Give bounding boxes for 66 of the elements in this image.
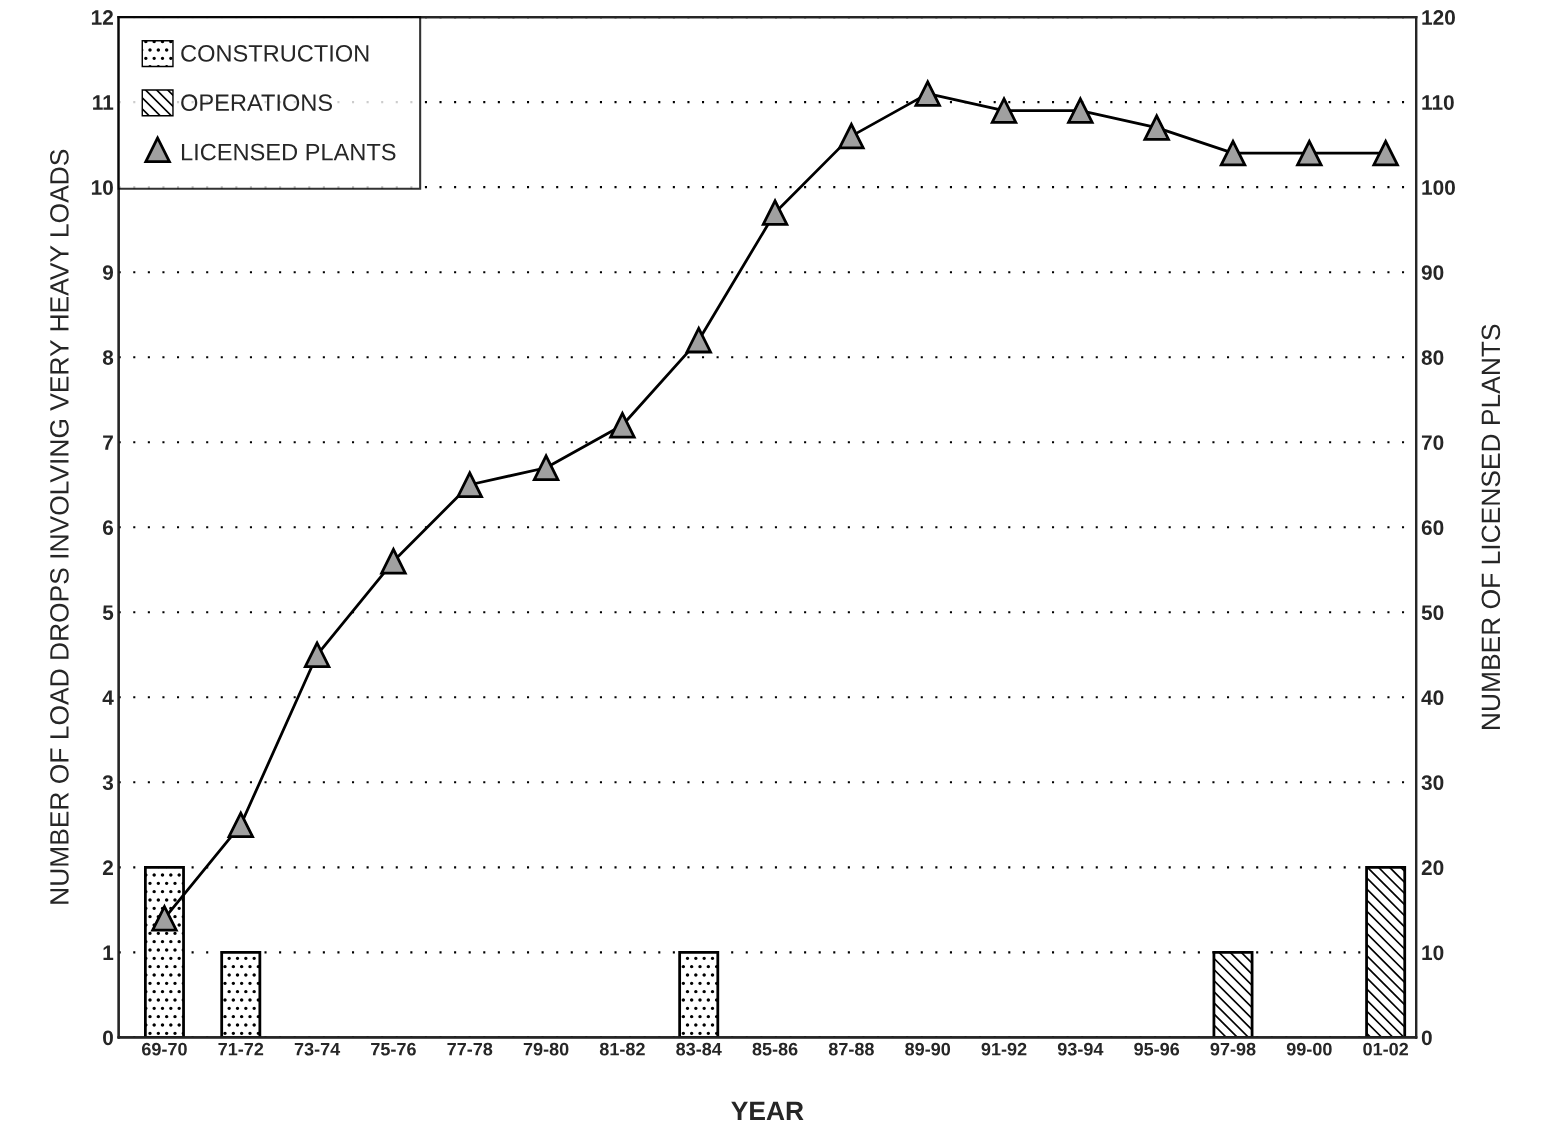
y2-tick-label: 70 bbox=[1421, 435, 1444, 450]
point bbox=[227, 811, 254, 839]
point bbox=[380, 548, 407, 575]
point bbox=[1143, 114, 1170, 141]
x-tick-label: 95-96 bbox=[1134, 1042, 1180, 1056]
y-tick-label: 0 bbox=[103, 1030, 113, 1046]
point bbox=[1296, 139, 1323, 167]
y2-tick-label: 50 bbox=[1421, 605, 1444, 621]
point bbox=[838, 122, 865, 150]
point bbox=[151, 905, 178, 932]
x-axis-title: YEAR bbox=[731, 1101, 804, 1120]
point bbox=[914, 80, 941, 107]
y-tick-label: 5 bbox=[102, 605, 114, 621]
x-tick-label: 73-74 bbox=[294, 1042, 341, 1056]
y-tick-label: 2 bbox=[102, 860, 113, 875]
x-tick-label: 83-84 bbox=[676, 1042, 722, 1056]
legend-label: OPERATIONS bbox=[181, 94, 333, 112]
y-tick-label: 10 bbox=[91, 180, 113, 195]
point bbox=[1067, 97, 1094, 124]
x-tick-label: 01-02 bbox=[1363, 1042, 1409, 1056]
y-tick-label: 8 bbox=[102, 350, 114, 365]
x-tick-label: 89-90 bbox=[905, 1042, 951, 1056]
x-tick-label: 75-76 bbox=[371, 1042, 416, 1056]
point bbox=[685, 327, 712, 354]
y2-tick-label: 0 bbox=[1421, 1030, 1432, 1046]
point bbox=[609, 412, 636, 439]
point bbox=[761, 199, 789, 226]
x-tick-label: 97-98 bbox=[1210, 1042, 1256, 1056]
y-tick-label: 7 bbox=[103, 435, 113, 450]
y-axis-title: NUMBER OF LOAD DROPS INVOLVING VERY HEAVY LOADS bbox=[50, 149, 69, 904]
point bbox=[1372, 139, 1399, 167]
x-tick-label: 99-00 bbox=[1286, 1042, 1332, 1056]
y-tick-label: 3 bbox=[102, 775, 114, 791]
y2-tick-label: 120 bbox=[1422, 10, 1455, 25]
x-tick-label: 79-80 bbox=[523, 1042, 569, 1056]
y2-tick-label: 20 bbox=[1421, 860, 1444, 876]
y2-tick-label: 30 bbox=[1421, 775, 1444, 791]
x-tick-label: 77-78 bbox=[447, 1042, 493, 1056]
x-tick-label: 81-82 bbox=[599, 1042, 645, 1056]
y-tick-label: 11 bbox=[93, 95, 114, 110]
legend-label: CONSTRUCTION bbox=[181, 45, 369, 62]
y2-tick-label: 80 bbox=[1421, 350, 1444, 365]
y2-axis-title: NUMBER OF LICENSED PLANTS bbox=[1481, 324, 1501, 729]
x-tick-label: 93-94 bbox=[1057, 1042, 1104, 1056]
y2-tick-label: 40 bbox=[1421, 690, 1444, 706]
y-tick-label: 1 bbox=[103, 945, 114, 960]
y2-tick-label: 90 bbox=[1421, 265, 1444, 280]
y2-tick-label: 10 bbox=[1422, 945, 1444, 961]
x-tick-label: 71-72 bbox=[218, 1042, 264, 1056]
point bbox=[990, 97, 1018, 124]
point bbox=[532, 452, 560, 481]
legend-label: LICENSED PLANTS bbox=[181, 143, 396, 161]
x-tick-label: 87-88 bbox=[828, 1042, 874, 1056]
y2-tick-label: 100 bbox=[1422, 180, 1455, 195]
y-tick-label: 9 bbox=[102, 265, 114, 280]
y2-tick-label: 60 bbox=[1421, 520, 1444, 535]
y-tick-label: 4 bbox=[102, 690, 114, 705]
x-tick-label: 69-70 bbox=[142, 1042, 187, 1056]
point bbox=[303, 641, 331, 668]
x-tick-label: 85-86 bbox=[752, 1042, 798, 1056]
point bbox=[1219, 139, 1247, 167]
x-tick-label: 91-92 bbox=[981, 1042, 1027, 1056]
y-tick-label: 12 bbox=[91, 10, 113, 25]
y2-tick-label: 110 bbox=[1422, 95, 1454, 110]
y-tick-label: 6 bbox=[102, 520, 114, 535]
point bbox=[456, 469, 484, 498]
